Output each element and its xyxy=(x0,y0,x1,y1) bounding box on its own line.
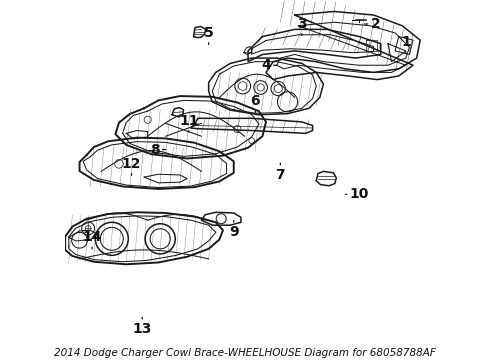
Text: 13: 13 xyxy=(132,318,152,336)
Text: 5: 5 xyxy=(203,26,213,44)
Text: 2: 2 xyxy=(364,17,380,31)
Text: 10: 10 xyxy=(345,187,368,201)
Text: 6: 6 xyxy=(250,94,260,113)
Text: 1: 1 xyxy=(400,35,410,53)
Text: 11: 11 xyxy=(179,114,198,132)
Text: 8: 8 xyxy=(150,143,165,157)
Text: 12: 12 xyxy=(122,157,141,175)
Text: 9: 9 xyxy=(228,221,238,239)
Text: 4: 4 xyxy=(261,58,276,72)
Text: 2014 Dodge Charger Cowl Brace-WHEELHOUSE Diagram for 68058788AF: 2014 Dodge Charger Cowl Brace-WHEELHOUSE… xyxy=(54,348,434,358)
Text: 7: 7 xyxy=(275,163,285,182)
Text: 14: 14 xyxy=(82,230,102,249)
Text: 3: 3 xyxy=(296,17,306,36)
